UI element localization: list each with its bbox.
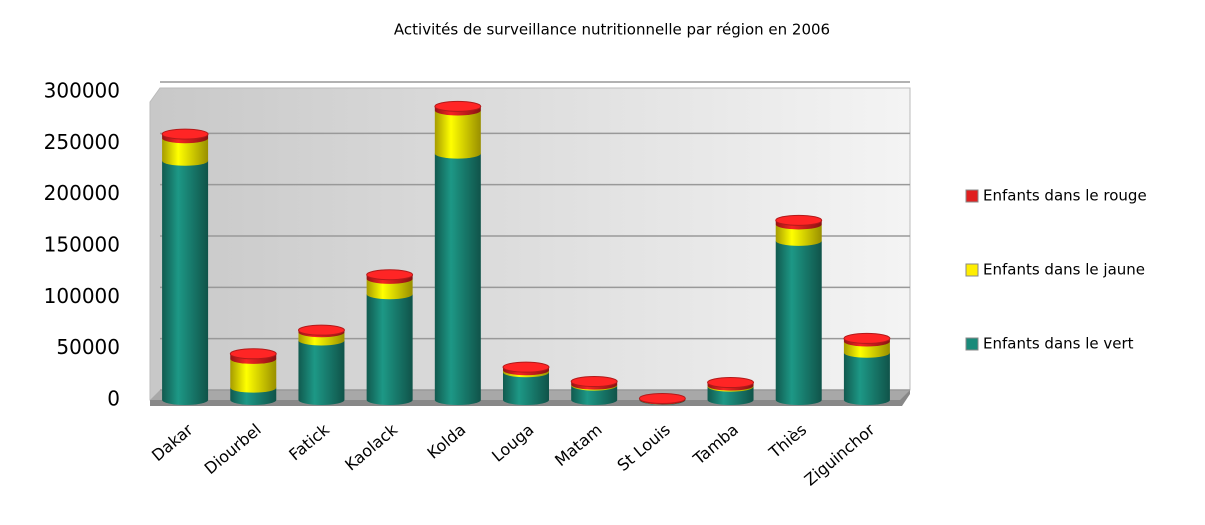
y-tick-label: 250000	[44, 130, 120, 154]
bar-cap	[775, 214, 823, 226]
bar-cap	[229, 348, 277, 360]
bar-cap	[366, 269, 414, 281]
y-tick-label: 0	[107, 387, 120, 411]
x-tick-label: Matam	[551, 420, 606, 470]
bar-cap	[638, 392, 686, 404]
bar-cap	[161, 128, 209, 140]
x-tick-label: Tamba	[689, 420, 742, 469]
bar-cap	[434, 100, 482, 112]
bar-cap	[502, 361, 550, 373]
bar-segment	[707, 386, 754, 405]
bar-segment	[843, 352, 890, 405]
x-tick-label: Ziguinchor	[801, 420, 879, 490]
legend-swatch	[965, 263, 979, 277]
y-tick-label: 100000	[44, 284, 120, 308]
y-tick-label: 150000	[44, 233, 120, 257]
x-tick-label: Kaolack	[341, 419, 401, 474]
chart-title: Activités de surveillance nutritionnelle…	[394, 21, 830, 39]
bar-segment	[434, 153, 481, 405]
y-tick-label: 50000	[56, 335, 120, 359]
x-tick-label: Fatick	[285, 419, 333, 464]
legend-label: Enfants dans le jaune	[983, 261, 1145, 279]
y-tick-label: 300000	[44, 79, 120, 103]
x-tick-label: Louga	[488, 420, 537, 466]
x-tick-label: Kolda	[423, 420, 469, 463]
legend-label: Enfants dans le rouge	[983, 187, 1147, 205]
legend-label: Enfants dans le vert	[983, 335, 1134, 353]
bar-segment	[775, 240, 822, 405]
bar-segment	[162, 160, 209, 405]
bar-cap	[297, 324, 345, 336]
x-tick-label: St Louis	[613, 420, 673, 475]
bar-segment	[775, 224, 822, 246]
bar-segment	[298, 340, 345, 405]
legend-swatch	[965, 189, 979, 203]
bar-segment	[571, 385, 618, 405]
bar-segment	[230, 358, 277, 393]
x-tick-label: Thiès	[765, 420, 811, 463]
x-tick-label: Diourbel	[201, 420, 265, 478]
bar-cap	[843, 332, 891, 344]
bar-cap	[707, 377, 755, 389]
bar-cap	[570, 376, 618, 388]
bar-segment	[366, 278, 413, 300]
y-tick-label: 200000	[44, 181, 120, 205]
bar-segment	[162, 138, 209, 166]
bar-segment	[434, 110, 481, 159]
bar-segment	[503, 372, 549, 405]
legend-swatch	[965, 337, 979, 351]
x-tick-label: Dakar	[148, 420, 197, 465]
bar-segment	[366, 294, 413, 405]
